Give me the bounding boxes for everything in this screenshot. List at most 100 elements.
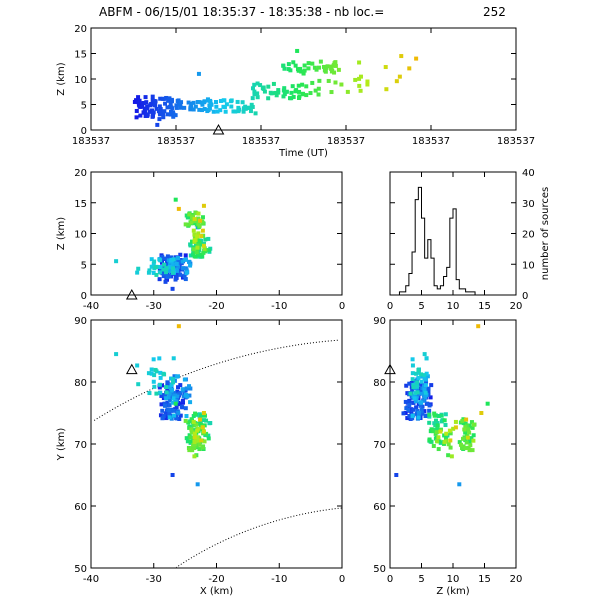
source-point <box>333 80 338 85</box>
source-point <box>167 262 172 267</box>
source-point <box>171 413 176 418</box>
source-point <box>183 277 188 282</box>
source-point <box>196 253 201 258</box>
source-point <box>336 67 341 72</box>
source-point <box>357 60 362 65</box>
source-point <box>187 259 192 264</box>
source-point <box>167 408 172 413</box>
source-point <box>410 416 415 421</box>
source-point <box>196 216 201 221</box>
source-point <box>417 382 422 387</box>
source-point <box>463 425 468 430</box>
y-tick-label: 90 <box>74 316 87 327</box>
x-axis-label: Time (UT) <box>278 148 328 159</box>
source-point <box>187 448 192 453</box>
source-point <box>173 113 178 118</box>
x-z-panel: -40 -30 -20 -10 0 0 5 10 15 20 Z (km) <box>56 168 345 312</box>
source-point <box>179 404 184 409</box>
source-point <box>197 100 202 105</box>
source-point <box>243 106 248 111</box>
source-point <box>432 421 437 426</box>
source-point <box>326 78 331 83</box>
source-point <box>365 79 370 84</box>
x-tick-label: 0 <box>339 301 345 312</box>
source-point <box>448 438 453 443</box>
source-point <box>188 386 193 391</box>
source-point <box>249 102 254 107</box>
source-point <box>428 395 433 400</box>
source-point <box>200 215 205 220</box>
source-point <box>431 444 436 449</box>
source-point <box>282 86 287 91</box>
source-point <box>297 89 302 94</box>
source-point <box>184 270 189 275</box>
source-point <box>197 442 202 447</box>
source-point <box>188 439 193 444</box>
source-point <box>161 112 166 117</box>
source-point <box>423 383 428 388</box>
source-point <box>423 395 428 400</box>
source-point <box>200 425 205 430</box>
source-point <box>301 70 306 75</box>
source-point <box>174 267 179 272</box>
source-point <box>169 258 174 263</box>
source-point <box>463 438 468 443</box>
y-tick-label: 20 <box>74 24 87 35</box>
source-point <box>409 411 414 416</box>
source-point <box>463 446 468 451</box>
x-tick-label: -30 <box>146 301 162 312</box>
source-point <box>437 439 442 444</box>
y-tick-label: 10 <box>522 260 535 271</box>
source-point <box>410 357 415 362</box>
source-point <box>160 408 165 413</box>
source-point <box>310 61 315 66</box>
x-tick-label: -10 <box>271 301 287 312</box>
source-point <box>269 91 274 96</box>
source-point <box>140 104 145 109</box>
source-point <box>179 100 184 105</box>
source-point <box>416 375 421 380</box>
source-point <box>431 429 436 434</box>
source-point <box>415 408 420 413</box>
source-point <box>432 413 437 418</box>
source-point <box>274 93 279 98</box>
source-point <box>466 445 471 450</box>
source-point <box>138 113 143 118</box>
y-tick-label: 15 <box>74 199 87 210</box>
source-point <box>154 106 159 111</box>
source-point <box>170 387 175 392</box>
station-marker <box>125 288 138 300</box>
source-point <box>170 286 175 291</box>
source-point <box>419 400 424 405</box>
source-point <box>440 418 445 423</box>
source-point <box>195 234 200 239</box>
source-point <box>174 416 179 421</box>
plot-frame <box>90 319 343 569</box>
source-point <box>164 396 169 401</box>
source-point <box>200 254 205 259</box>
source-point <box>157 104 162 109</box>
source-point <box>339 82 344 87</box>
source-point <box>329 90 334 95</box>
source-point <box>159 110 164 115</box>
source-point <box>167 268 172 273</box>
source-point <box>169 383 174 388</box>
y-tick-label: 80 <box>373 378 386 389</box>
source-point <box>195 482 200 487</box>
y-tick-label: 80 <box>74 378 87 389</box>
source-point <box>157 117 162 122</box>
source-point <box>383 65 388 70</box>
source-point <box>255 95 260 100</box>
source-point <box>171 114 176 119</box>
source-point <box>197 107 202 112</box>
source-point <box>211 109 216 114</box>
station-marker <box>125 363 138 375</box>
source-point <box>199 100 204 105</box>
source-point <box>189 427 194 432</box>
source-point <box>353 77 358 82</box>
source-point <box>407 399 412 404</box>
source-point <box>144 100 149 105</box>
source-point <box>250 96 255 101</box>
source-point <box>162 372 167 377</box>
